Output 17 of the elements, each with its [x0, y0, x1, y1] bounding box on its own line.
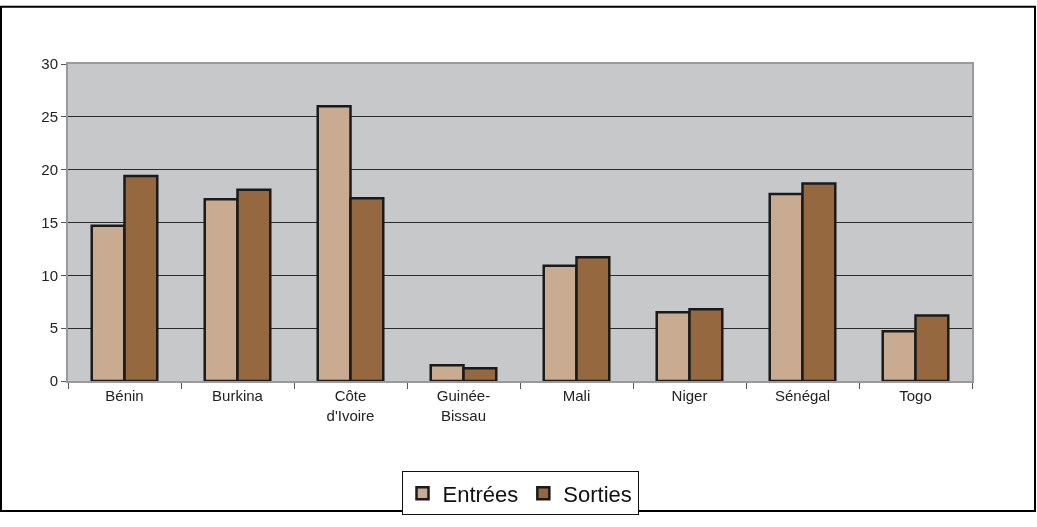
- y-tick-label: 15: [41, 213, 58, 231]
- y-tick-label: 25: [41, 108, 58, 126]
- x-tick-label: Sénégal: [774, 387, 831, 404]
- y-tick-label: 20: [41, 160, 58, 178]
- legend-label: Entrées: [442, 481, 519, 507]
- x-tick-label: Guinée-Bissau: [436, 387, 491, 424]
- y-tick-label: 30: [41, 55, 58, 73]
- x-tick-label: Niger: [671, 387, 708, 404]
- y-tick-label: 10: [41, 266, 58, 284]
- x-tick-label: Togo: [899, 387, 932, 404]
- x-tick-label: Côte d'Ivoire: [326, 387, 375, 424]
- y-tick-label: 0: [49, 372, 58, 390]
- x-tick-label: Mali: [562, 387, 591, 404]
- x-tick-label: Bénin: [105, 387, 144, 404]
- legend-label: Sorties: [563, 481, 632, 507]
- x-tick-label: Burkina: [212, 387, 264, 404]
- y-tick-label: 5: [49, 319, 58, 337]
